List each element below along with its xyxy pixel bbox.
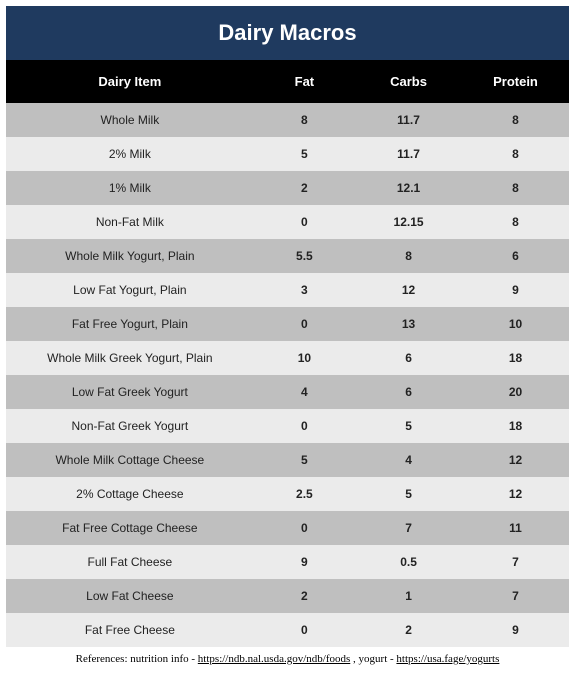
- cell-protein: 8: [462, 205, 569, 239]
- col-header-fat: Fat: [254, 60, 355, 103]
- col-header-protein: Protein: [462, 60, 569, 103]
- cell-fat: 0: [254, 307, 355, 341]
- cell-fat: 0: [254, 613, 355, 647]
- footnote: References: nutrition info - https://ndb…: [6, 647, 569, 667]
- table-row: Non-Fat Greek Yogurt0518: [6, 409, 569, 443]
- cell-item: Fat Free Cheese: [6, 613, 254, 647]
- table-row: Whole Milk Cottage Cheese5412: [6, 443, 569, 477]
- table-row: 2% Cottage Cheese2.5512: [6, 477, 569, 511]
- cell-fat: 0: [254, 511, 355, 545]
- cell-carbs: 1: [355, 579, 462, 613]
- cell-protein: 18: [462, 341, 569, 375]
- table-row: Whole Milk Yogurt, Plain5.586: [6, 239, 569, 273]
- table-row: Non-Fat Milk012.158: [6, 205, 569, 239]
- cell-fat: 10: [254, 341, 355, 375]
- footnote-link-nutrition[interactable]: https://ndb.nal.usda.gov/ndb/foods: [198, 653, 350, 665]
- cell-protein: 11: [462, 511, 569, 545]
- cell-item: Fat Free Cottage Cheese: [6, 511, 254, 545]
- footnote-link-yogurt[interactable]: https://usa.fage/yogurts: [396, 653, 499, 665]
- cell-carbs: 5: [355, 409, 462, 443]
- cell-fat: 3: [254, 273, 355, 307]
- table-container: Dairy Macros Dairy Item Fat Carbs Protei…: [0, 0, 575, 673]
- cell-fat: 0: [254, 205, 355, 239]
- footnote-mid: , yogurt -: [350, 653, 396, 665]
- cell-item: Full Fat Cheese: [6, 545, 254, 579]
- cell-carbs: 11.7: [355, 103, 462, 137]
- cell-item: Whole Milk Yogurt, Plain: [6, 239, 254, 273]
- cell-protein: 18: [462, 409, 569, 443]
- table-header: Dairy Item Fat Carbs Protein: [6, 60, 569, 103]
- cell-item: Low Fat Greek Yogurt: [6, 375, 254, 409]
- cell-carbs: 0.5: [355, 545, 462, 579]
- cell-protein: 12: [462, 443, 569, 477]
- cell-protein: 12: [462, 477, 569, 511]
- cell-item: Fat Free Yogurt, Plain: [6, 307, 254, 341]
- cell-fat: 2: [254, 579, 355, 613]
- table-row: Fat Free Yogurt, Plain01310: [6, 307, 569, 341]
- cell-protein: 6: [462, 239, 569, 273]
- cell-protein: 8: [462, 137, 569, 171]
- table-row: Low Fat Yogurt, Plain3129: [6, 273, 569, 307]
- table-row: 2% Milk511.78: [6, 137, 569, 171]
- cell-fat: 8: [254, 103, 355, 137]
- table-row: 1% Milk212.18: [6, 171, 569, 205]
- table-body: Whole Milk811.782% Milk511.781% Milk212.…: [6, 103, 569, 647]
- col-header-carbs: Carbs: [355, 60, 462, 103]
- cell-item: 2% Milk: [6, 137, 254, 171]
- cell-carbs: 11.7: [355, 137, 462, 171]
- cell-protein: 7: [462, 579, 569, 613]
- cell-fat: 0: [254, 409, 355, 443]
- table-row: Low Fat Cheese217: [6, 579, 569, 613]
- table-row: Whole Milk Greek Yogurt, Plain10618: [6, 341, 569, 375]
- cell-protein: 20: [462, 375, 569, 409]
- cell-carbs: 6: [355, 375, 462, 409]
- cell-carbs: 5: [355, 477, 462, 511]
- cell-fat: 2.5: [254, 477, 355, 511]
- cell-fat: 4: [254, 375, 355, 409]
- cell-carbs: 12.15: [355, 205, 462, 239]
- cell-protein: 9: [462, 273, 569, 307]
- cell-item: Low Fat Yogurt, Plain: [6, 273, 254, 307]
- cell-carbs: 12: [355, 273, 462, 307]
- cell-protein: 7: [462, 545, 569, 579]
- cell-item: Whole Milk Cottage Cheese: [6, 443, 254, 477]
- cell-item: Low Fat Cheese: [6, 579, 254, 613]
- cell-item: Non-Fat Greek Yogurt: [6, 409, 254, 443]
- cell-protein: 8: [462, 103, 569, 137]
- cell-fat: 5: [254, 137, 355, 171]
- cell-carbs: 6: [355, 341, 462, 375]
- cell-carbs: 4: [355, 443, 462, 477]
- cell-item: Non-Fat Milk: [6, 205, 254, 239]
- table-row: Full Fat Cheese90.57: [6, 545, 569, 579]
- table-row: Low Fat Greek Yogurt4620: [6, 375, 569, 409]
- cell-protein: 8: [462, 171, 569, 205]
- table-row: Fat Free Cheese029: [6, 613, 569, 647]
- page-title: Dairy Macros: [6, 6, 569, 60]
- cell-protein: 10: [462, 307, 569, 341]
- cell-carbs: 7: [355, 511, 462, 545]
- cell-fat: 5.5: [254, 239, 355, 273]
- cell-item: Whole Milk Greek Yogurt, Plain: [6, 341, 254, 375]
- cell-carbs: 12.1: [355, 171, 462, 205]
- table-row: Fat Free Cottage Cheese0711: [6, 511, 569, 545]
- cell-fat: 9: [254, 545, 355, 579]
- footnote-prefix: References: nutrition info -: [76, 653, 198, 665]
- cell-fat: 5: [254, 443, 355, 477]
- col-header-item: Dairy Item: [6, 60, 254, 103]
- cell-carbs: 13: [355, 307, 462, 341]
- cell-fat: 2: [254, 171, 355, 205]
- cell-item: Whole Milk: [6, 103, 254, 137]
- table-row: Whole Milk811.78: [6, 103, 569, 137]
- cell-item: 1% Milk: [6, 171, 254, 205]
- cell-protein: 9: [462, 613, 569, 647]
- cell-item: 2% Cottage Cheese: [6, 477, 254, 511]
- cell-carbs: 8: [355, 239, 462, 273]
- cell-carbs: 2: [355, 613, 462, 647]
